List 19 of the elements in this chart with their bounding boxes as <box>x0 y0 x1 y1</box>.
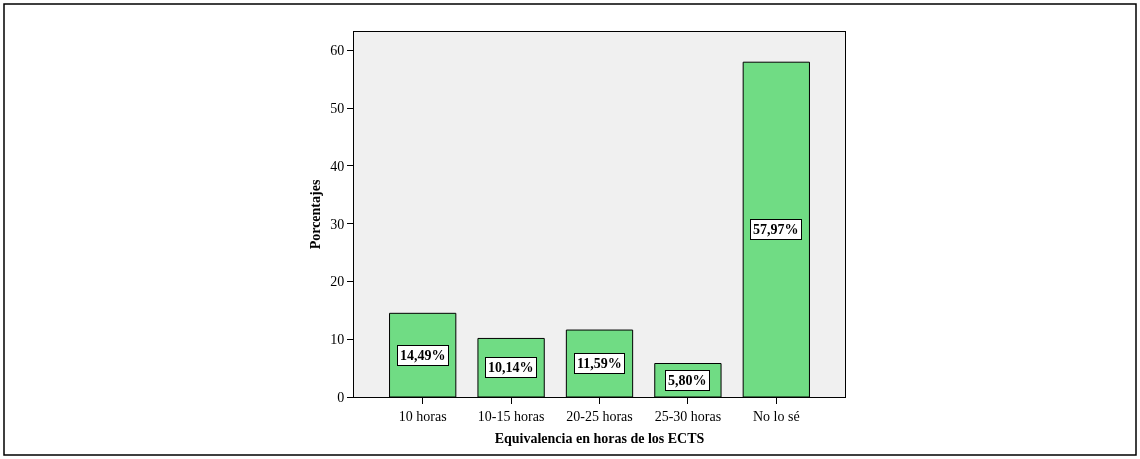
y-tick-label: 60 <box>330 43 345 59</box>
data-label: 11,59% <box>577 356 622 371</box>
x-tick-label: 10 horas <box>398 408 447 424</box>
y-axis-title: Porcentajes <box>307 179 323 250</box>
y-tick-label: 0 <box>337 389 345 405</box>
data-label: 5,80% <box>668 373 707 388</box>
data-label: 14,49% <box>400 348 446 363</box>
data-label: 10,14% <box>488 360 534 375</box>
data-label: 57,97% <box>753 222 799 237</box>
x-tick-label: 10-15 horas <box>477 408 545 424</box>
x-tick-label: 20-25 horas <box>566 408 633 424</box>
x-tick-label: No lo sé <box>752 408 800 424</box>
y-tick-label: 30 <box>330 216 345 232</box>
y-tick-label: 10 <box>330 332 345 348</box>
x-axis-title: Equivalencia en horas de los ECTS <box>494 431 705 447</box>
y-tick-label: 50 <box>330 101 345 117</box>
y-tick-label: 40 <box>330 158 345 174</box>
x-tick-label: 25-30 horas <box>654 408 722 424</box>
y-tick-label: 20 <box>330 274 345 290</box>
